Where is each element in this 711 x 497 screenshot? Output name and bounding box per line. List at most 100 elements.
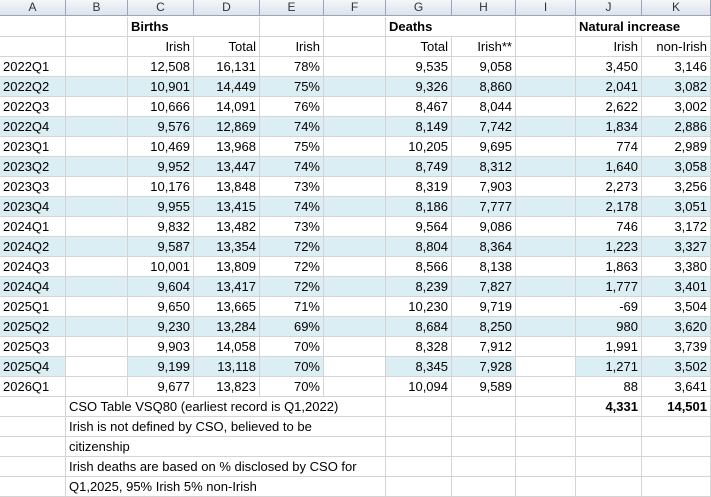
table-cell-k[interactable]: 3,327 (642, 237, 711, 257)
table-cell-h[interactable]: 8,312 (452, 157, 516, 177)
table-cell-h[interactable]: 7,827 (452, 277, 516, 297)
table-cell-d[interactable]: 14,091 (194, 97, 260, 117)
cell[interactable] (324, 137, 386, 157)
table-cell-d[interactable]: 13,823 (194, 377, 260, 397)
cell[interactable] (516, 277, 576, 297)
cell[interactable] (66, 297, 128, 317)
cell[interactable] (386, 477, 452, 497)
cell[interactable] (66, 157, 128, 177)
table-cell-j[interactable]: 2,041 (576, 77, 642, 97)
table-cell-e[interactable]: 74% (260, 157, 324, 177)
table-cell-e[interactable]: 76% (260, 97, 324, 117)
cell[interactable] (576, 417, 642, 437)
table-cell-g[interactable]: 8,328 (386, 337, 452, 357)
table-cell-e[interactable]: 71% (260, 297, 324, 317)
table-cell-d[interactable]: 13,665 (194, 297, 260, 317)
table-cell-k[interactable]: 3,401 (642, 277, 711, 297)
table-cell-c[interactable]: 9,604 (128, 277, 194, 297)
cell[interactable] (642, 17, 711, 37)
table-cell-d[interactable]: 13,848 (194, 177, 260, 197)
column-header-j[interactable]: J (576, 0, 642, 16)
group-header-g[interactable]: Deaths (386, 17, 452, 37)
group-header-c[interactable]: Births (128, 17, 194, 37)
cell[interactable] (324, 377, 386, 397)
table-cell-c[interactable]: 10,176 (128, 177, 194, 197)
table-cell-e[interactable]: 78% (260, 57, 324, 77)
cell[interactable] (452, 397, 516, 417)
table-cell-j[interactable]: 2,622 (576, 97, 642, 117)
table-cell-h[interactable]: 7,912 (452, 337, 516, 357)
column-header-e[interactable]: E (260, 0, 324, 16)
column-header-h[interactable]: H (452, 0, 516, 16)
cell[interactable] (66, 197, 128, 217)
table-cell-h[interactable]: 9,086 (452, 217, 516, 237)
table-cell-e[interactable]: 73% (260, 217, 324, 237)
column-header-f[interactable]: F (324, 0, 386, 16)
cell[interactable] (516, 197, 576, 217)
subheader-k[interactable]: non-Irish (642, 37, 711, 57)
table-cell-e[interactable]: 74% (260, 117, 324, 137)
cell[interactable] (0, 397, 66, 417)
cell[interactable] (0, 477, 66, 497)
table-cell-k[interactable]: 3,146 (642, 57, 711, 77)
table-cell-g[interactable]: 9,564 (386, 217, 452, 237)
table-cell-j[interactable]: 1,991 (576, 337, 642, 357)
cell[interactable] (516, 297, 576, 317)
cell[interactable] (516, 57, 576, 77)
table-cell-k[interactable]: 3,082 (642, 77, 711, 97)
cell[interactable] (324, 217, 386, 237)
table-cell-g[interactable]: 8,319 (386, 177, 452, 197)
cell[interactable] (0, 457, 66, 477)
cell[interactable] (452, 437, 516, 457)
cell[interactable] (516, 137, 576, 157)
cell[interactable] (0, 417, 66, 437)
table-cell-h[interactable]: 8,860 (452, 77, 516, 97)
cell[interactable] (66, 37, 128, 57)
table-cell-d[interactable]: 13,284 (194, 317, 260, 337)
cell[interactable] (642, 457, 711, 477)
subheader-h[interactable]: Irish** (452, 37, 516, 57)
table-cell-h[interactable]: 8,250 (452, 317, 516, 337)
cell[interactable] (0, 37, 66, 57)
cell[interactable] (516, 177, 576, 197)
table-cell-j[interactable]: 2,273 (576, 177, 642, 197)
cell[interactable] (66, 17, 128, 37)
table-cell-d[interactable]: 13,482 (194, 217, 260, 237)
cell[interactable] (324, 57, 386, 77)
subheader-d[interactable]: Total (194, 37, 260, 57)
table-cell-d[interactable]: 13,417 (194, 277, 260, 297)
cell[interactable] (452, 457, 516, 477)
table-cell-d[interactable]: 13,447 (194, 157, 260, 177)
row-label[interactable]: 2025Q4 (0, 357, 66, 377)
table-cell-j[interactable]: 774 (576, 137, 642, 157)
cell[interactable] (516, 437, 576, 457)
table-cell-g[interactable]: 8,186 (386, 197, 452, 217)
cell[interactable] (386, 457, 452, 477)
cell[interactable] (516, 237, 576, 257)
cell[interactable] (386, 397, 452, 417)
cell[interactable] (324, 197, 386, 217)
table-cell-c[interactable]: 12,508 (128, 57, 194, 77)
table-cell-c[interactable]: 9,587 (128, 237, 194, 257)
cell[interactable] (516, 257, 576, 277)
cell[interactable] (324, 97, 386, 117)
table-cell-g[interactable]: 9,535 (386, 57, 452, 77)
cell[interactable] (516, 217, 576, 237)
cell[interactable] (452, 477, 516, 497)
table-cell-j[interactable]: 1,863 (576, 257, 642, 277)
table-cell-j[interactable]: 1,834 (576, 117, 642, 137)
table-cell-e[interactable]: 70% (260, 357, 324, 377)
table-cell-h[interactable]: 9,695 (452, 137, 516, 157)
table-cell-e[interactable]: 73% (260, 177, 324, 197)
row-label[interactable]: 2025Q2 (0, 317, 66, 337)
cell[interactable] (66, 177, 128, 197)
cell[interactable] (642, 477, 711, 497)
cell[interactable] (576, 477, 642, 497)
table-cell-j[interactable]: 88 (576, 377, 642, 397)
table-cell-c[interactable]: 9,677 (128, 377, 194, 397)
table-cell-k[interactable]: 3,641 (642, 377, 711, 397)
table-cell-h[interactable]: 9,058 (452, 57, 516, 77)
cell[interactable] (66, 77, 128, 97)
table-cell-c[interactable]: 10,666 (128, 97, 194, 117)
table-cell-e[interactable]: 69% (260, 317, 324, 337)
